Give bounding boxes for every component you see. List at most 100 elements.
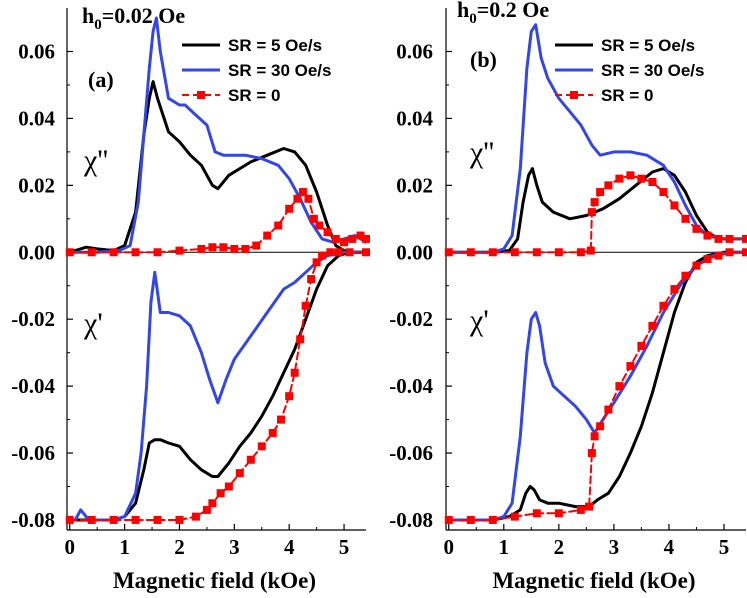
series-point-sr-0 <box>587 449 596 458</box>
series-point-sr-0 <box>109 248 118 257</box>
series-point-sr-0 <box>510 248 519 257</box>
chart-title: h0=0.02 Oe <box>82 3 185 33</box>
series-point-sr-0 <box>65 515 74 524</box>
series-point-sr-0 <box>175 246 184 255</box>
series-point-sr-0 <box>604 405 613 414</box>
y-tick-label: -0.06 <box>389 441 433 465</box>
y-tick-label: 0.02 <box>396 173 433 197</box>
series-point-sr-0 <box>309 214 318 223</box>
series-point-sr-0 <box>466 248 475 257</box>
panel-b: 0.06 0.04 0.02 0.00 -0.02 -0.04 -0.06 -0.08 0 1 2 3… <box>389 0 747 593</box>
series-point-sr-0 <box>175 515 184 524</box>
series-point-sr-0 <box>604 181 613 190</box>
series-point-sr-0 <box>444 248 453 257</box>
x-axis-label: Magnetic field (kOe) <box>492 568 695 593</box>
y-tick-label: -0.04 <box>389 374 433 398</box>
series-line-sr-30-oe-s-chi2 <box>68 16 366 254</box>
legend-label: SR = 30 Oe/s <box>601 61 704 80</box>
y-tick-label: 0.02 <box>18 173 55 197</box>
series-point-sr-0 <box>153 515 162 524</box>
series-point-sr-0 <box>345 248 354 257</box>
series-point-sr-0 <box>576 248 585 257</box>
series-point-sr-0 <box>235 469 244 478</box>
legend-label: SR = 5 Oe/s <box>601 36 695 55</box>
chi-prime-label: χ' <box>83 307 103 340</box>
series-point-sr-0 <box>587 208 596 217</box>
series-point-sr-0 <box>312 258 321 267</box>
series-point-sr-0 <box>742 248 747 257</box>
series-point-sr-0 <box>637 174 646 183</box>
x-tick-label: 3 <box>229 535 240 559</box>
series-line-sr-0-chi2 <box>447 174 746 254</box>
legend-marker <box>570 91 578 99</box>
series-point-sr-0 <box>586 246 595 255</box>
y-tick-label: 0.04 <box>18 106 55 130</box>
series-point-sr-0 <box>488 248 497 257</box>
series-point-sr-0 <box>131 515 140 524</box>
series-line-sr-0-chi1 <box>447 251 746 521</box>
series-point-sr-0 <box>246 455 255 464</box>
series-point-sr-0 <box>554 509 563 518</box>
series-point-sr-0 <box>298 188 307 197</box>
x-tick-label: 3 <box>609 535 620 559</box>
series-point-sr-0 <box>659 188 668 197</box>
series-point-sr-0 <box>466 515 475 524</box>
series-point-sr-0 <box>197 244 206 253</box>
legend-marker <box>197 91 205 99</box>
series-point-sr-0 <box>637 341 646 350</box>
series-point-sr-0 <box>576 505 585 514</box>
series-point-sr-0 <box>681 214 690 223</box>
y-tick-label: 0.06 <box>18 40 55 64</box>
series-point-sr-0 <box>670 285 679 294</box>
x-tick-label: 0 <box>64 535 75 559</box>
series-line-sr-5-oe-s-chi1 <box>447 250 746 522</box>
y-tick-label: -0.02 <box>11 307 55 331</box>
series-point-sr-0 <box>315 221 324 230</box>
x-tick-label: 5 <box>339 535 350 559</box>
series-point-sr-0 <box>268 428 277 437</box>
series-point-sr-0 <box>532 509 541 518</box>
y-tick-label: -0.04 <box>11 374 55 398</box>
series-point-sr-0 <box>87 248 96 257</box>
series-point-sr-0 <box>202 505 211 514</box>
series-point-sr-0 <box>219 243 228 252</box>
x-tick-label: 1 <box>499 535 510 559</box>
series-point-sr-0 <box>596 188 605 197</box>
series-point-sr-0 <box>488 515 497 524</box>
series-point-sr-0 <box>241 244 250 253</box>
series-point-sr-0 <box>585 502 594 511</box>
panel-label: (a) <box>88 67 114 92</box>
series-point-sr-0 <box>263 231 272 240</box>
series-point-sr-0 <box>334 248 343 257</box>
x-axis-label: Magnetic field (kOe) <box>113 568 316 593</box>
series-point-sr-0 <box>296 335 305 344</box>
series-point-sr-0 <box>224 482 233 491</box>
series-point-sr-0 <box>532 248 541 257</box>
y-tick-label: -0.08 <box>389 508 433 532</box>
series-point-sr-0 <box>659 301 668 310</box>
series-point-sr-0 <box>340 238 349 247</box>
series-point-sr-0 <box>725 248 734 257</box>
y-tick-label: -0.06 <box>11 441 55 465</box>
series-point-sr-0 <box>362 248 370 257</box>
series-point-sr-0 <box>615 382 624 391</box>
series-point-sr-0 <box>230 244 239 253</box>
series-point-sr-0 <box>208 499 217 508</box>
series-point-sr-0 <box>510 512 519 521</box>
legend-label: SR = 0 <box>228 86 280 105</box>
series-point-sr-0 <box>274 221 283 230</box>
series-point-sr-0 <box>252 241 261 250</box>
series-point-sr-0 <box>257 442 266 451</box>
y-tick-label: 0.00 <box>396 240 433 264</box>
series-point-sr-0 <box>725 234 734 243</box>
series-point-sr-0 <box>590 198 599 207</box>
series-point-sr-0 <box>131 248 140 257</box>
series-point-sr-0 <box>293 194 302 203</box>
series-line-sr-30-oe-s-chi2 <box>447 23 746 254</box>
series-point-sr-0 <box>703 231 712 240</box>
series-point-sr-0 <box>703 254 712 263</box>
series-point-sr-0 <box>615 174 624 183</box>
legend-label: SR = 5 Oe/s <box>228 36 322 55</box>
series-point-sr-0 <box>304 194 313 203</box>
series-point-sr-0 <box>714 251 723 260</box>
